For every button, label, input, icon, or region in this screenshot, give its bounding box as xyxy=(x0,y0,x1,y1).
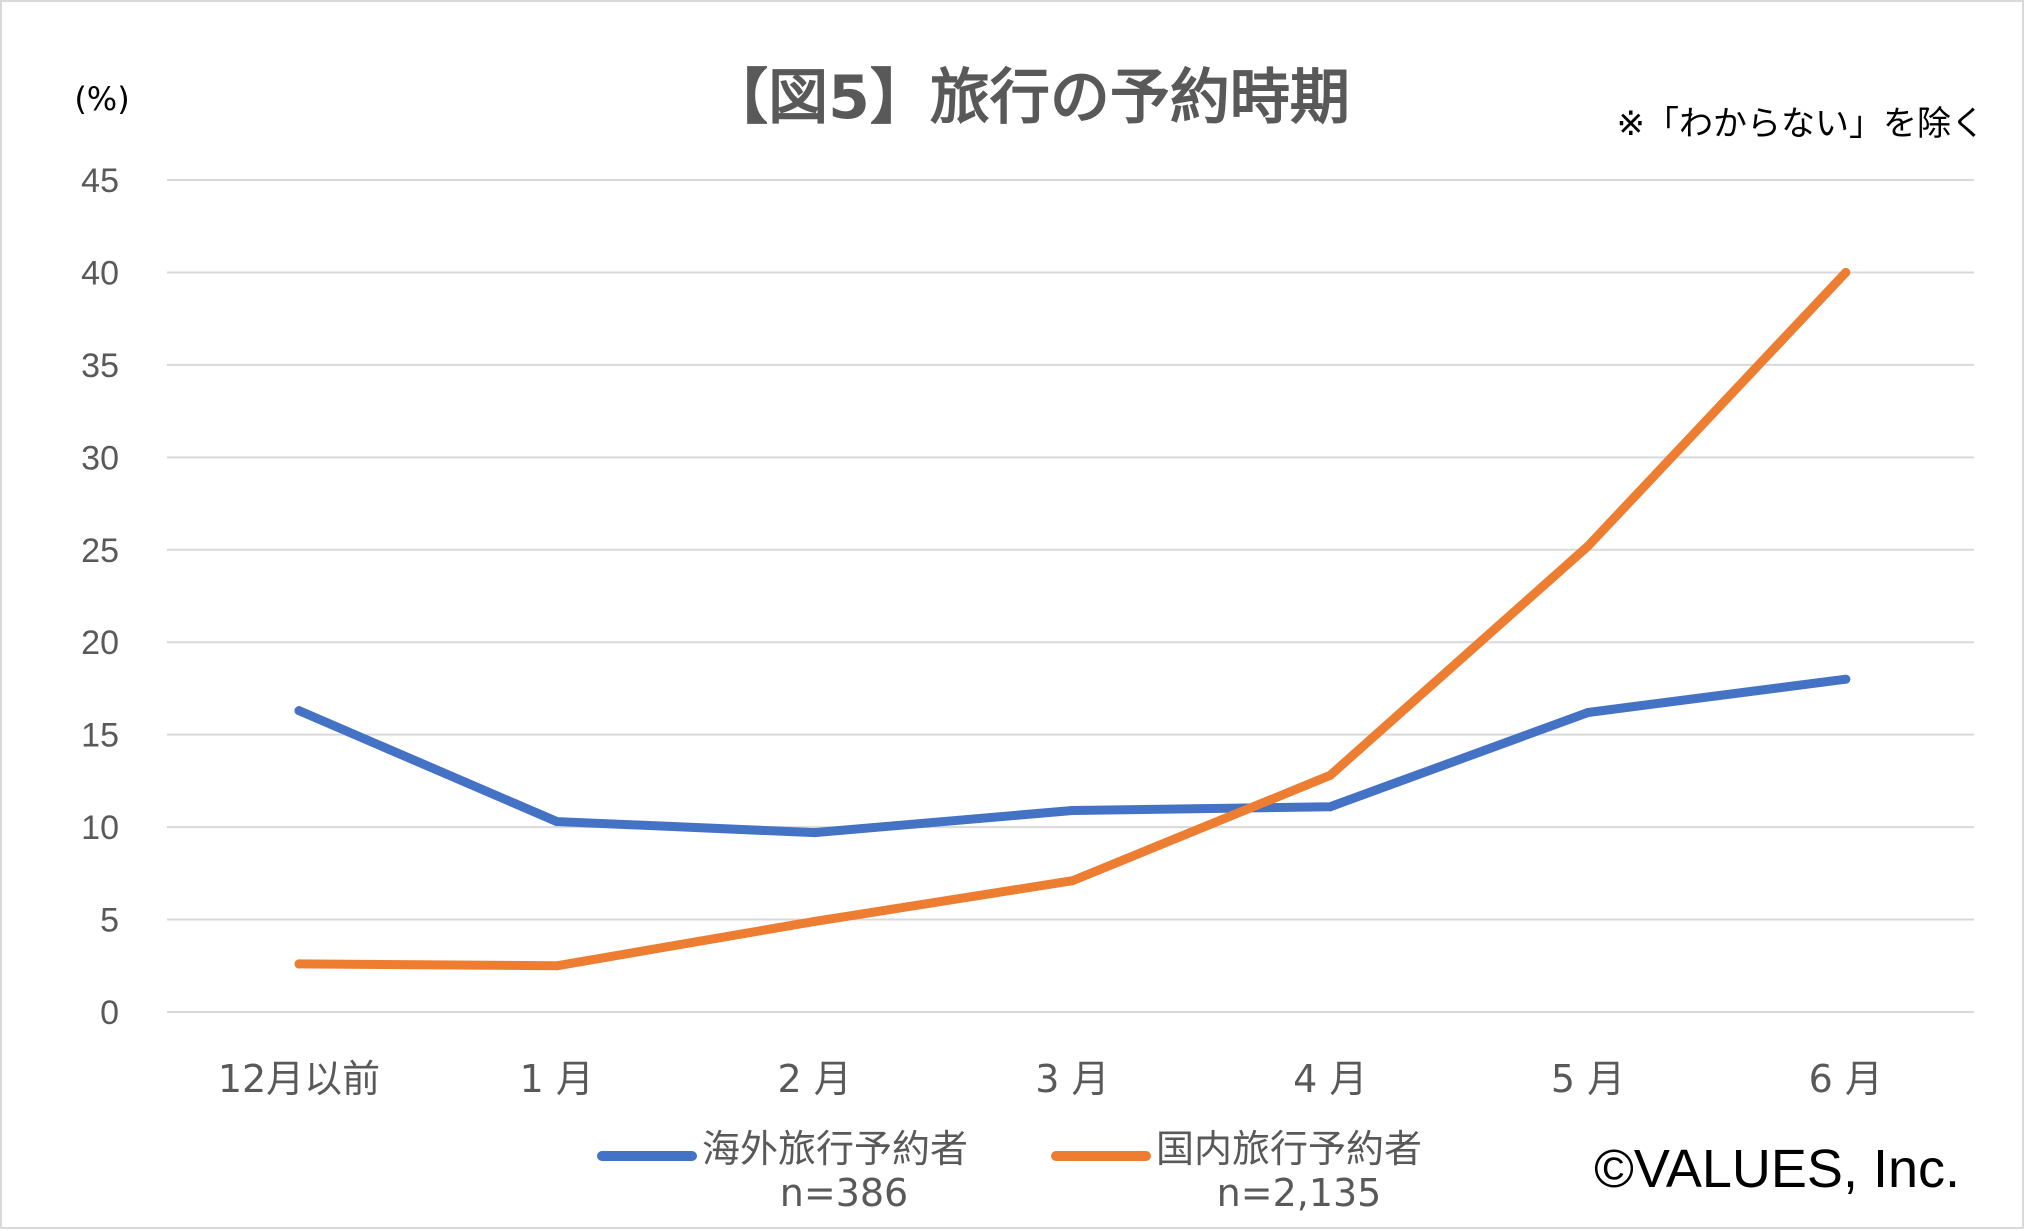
chart-title: 【図5】旅行の予約時期 xyxy=(708,63,1350,133)
legend: 海外旅行予約者 n=386 国内旅行予約者 n=2,135 xyxy=(597,1127,1422,1215)
y-axis-ticks: 0 5 10 15 20 25 30 35 40 45 xyxy=(81,162,119,1032)
data-point-1-3 xyxy=(1067,876,1077,886)
y-tick-label-40: 40 xyxy=(81,254,119,292)
y-tick-label-25: 25 xyxy=(81,532,119,570)
y-tick-label-35: 35 xyxy=(81,347,119,385)
data-point-0-6 xyxy=(1841,674,1851,684)
x-tick-label-5: 5 月 xyxy=(1551,1057,1625,1101)
data-point-0-2 xyxy=(810,828,820,838)
data-point-0-0 xyxy=(294,706,304,716)
legend-label-domestic: 国内旅行予約者 xyxy=(1156,1127,1422,1171)
y-tick-label-30: 30 xyxy=(81,439,119,477)
chart-note: ※「わからない」を除く xyxy=(1617,104,1986,144)
y-tick-label-0: 0 xyxy=(100,994,119,1032)
x-tick-label-4: 4 月 xyxy=(1293,1057,1367,1101)
data-point-1-4 xyxy=(1325,770,1335,780)
legend-item-domestic: 国内旅行予約者 n=2,135 xyxy=(1051,1127,1422,1215)
x-tick-label-3: 3 月 xyxy=(1035,1057,1109,1101)
data-point-0-3 xyxy=(1067,805,1077,815)
data-point-1-2 xyxy=(810,916,820,926)
x-tick-label-1: 1 月 xyxy=(520,1057,594,1101)
data-point-1-1 xyxy=(552,961,562,971)
data-point-0-4 xyxy=(1325,802,1335,812)
data-point-1-0 xyxy=(294,959,304,969)
series-line-1 xyxy=(294,267,1851,971)
gridlines xyxy=(167,179,1974,1013)
y-tick-label-20: 20 xyxy=(81,624,119,662)
y-tick-label-10: 10 xyxy=(81,809,119,847)
y-tick-label-15: 15 xyxy=(81,717,119,755)
y-tick-label-5: 5 xyxy=(100,902,119,940)
y-axis-unit: (%) xyxy=(74,80,129,118)
data-point-1-5 xyxy=(1583,541,1593,551)
legend-item-overseas: 海外旅行予約者 n=386 xyxy=(597,1127,968,1215)
x-tick-label-6: 6 月 xyxy=(1809,1057,1883,1101)
data-point-0-5 xyxy=(1583,707,1593,717)
data-point-1-6 xyxy=(1841,267,1851,277)
y-tick-label-45: 45 xyxy=(81,162,119,200)
x-tick-label-2: 2 月 xyxy=(777,1057,851,1101)
series-lines xyxy=(294,267,1851,971)
legend-sample-overseas: n=386 xyxy=(780,1171,908,1215)
data-point-0-1 xyxy=(552,817,562,827)
legend-label-overseas: 海外旅行予約者 xyxy=(702,1127,968,1171)
legend-sample-domestic: n=2,135 xyxy=(1217,1171,1382,1215)
x-axis-ticks: 12月以前 1 月 2 月 3 月 4 月 5 月 6 月 xyxy=(218,1057,1883,1101)
copyright-text: ©VALUES, Inc. xyxy=(1594,1139,1960,1199)
x-tick-label-0: 12月以前 xyxy=(218,1057,380,1101)
